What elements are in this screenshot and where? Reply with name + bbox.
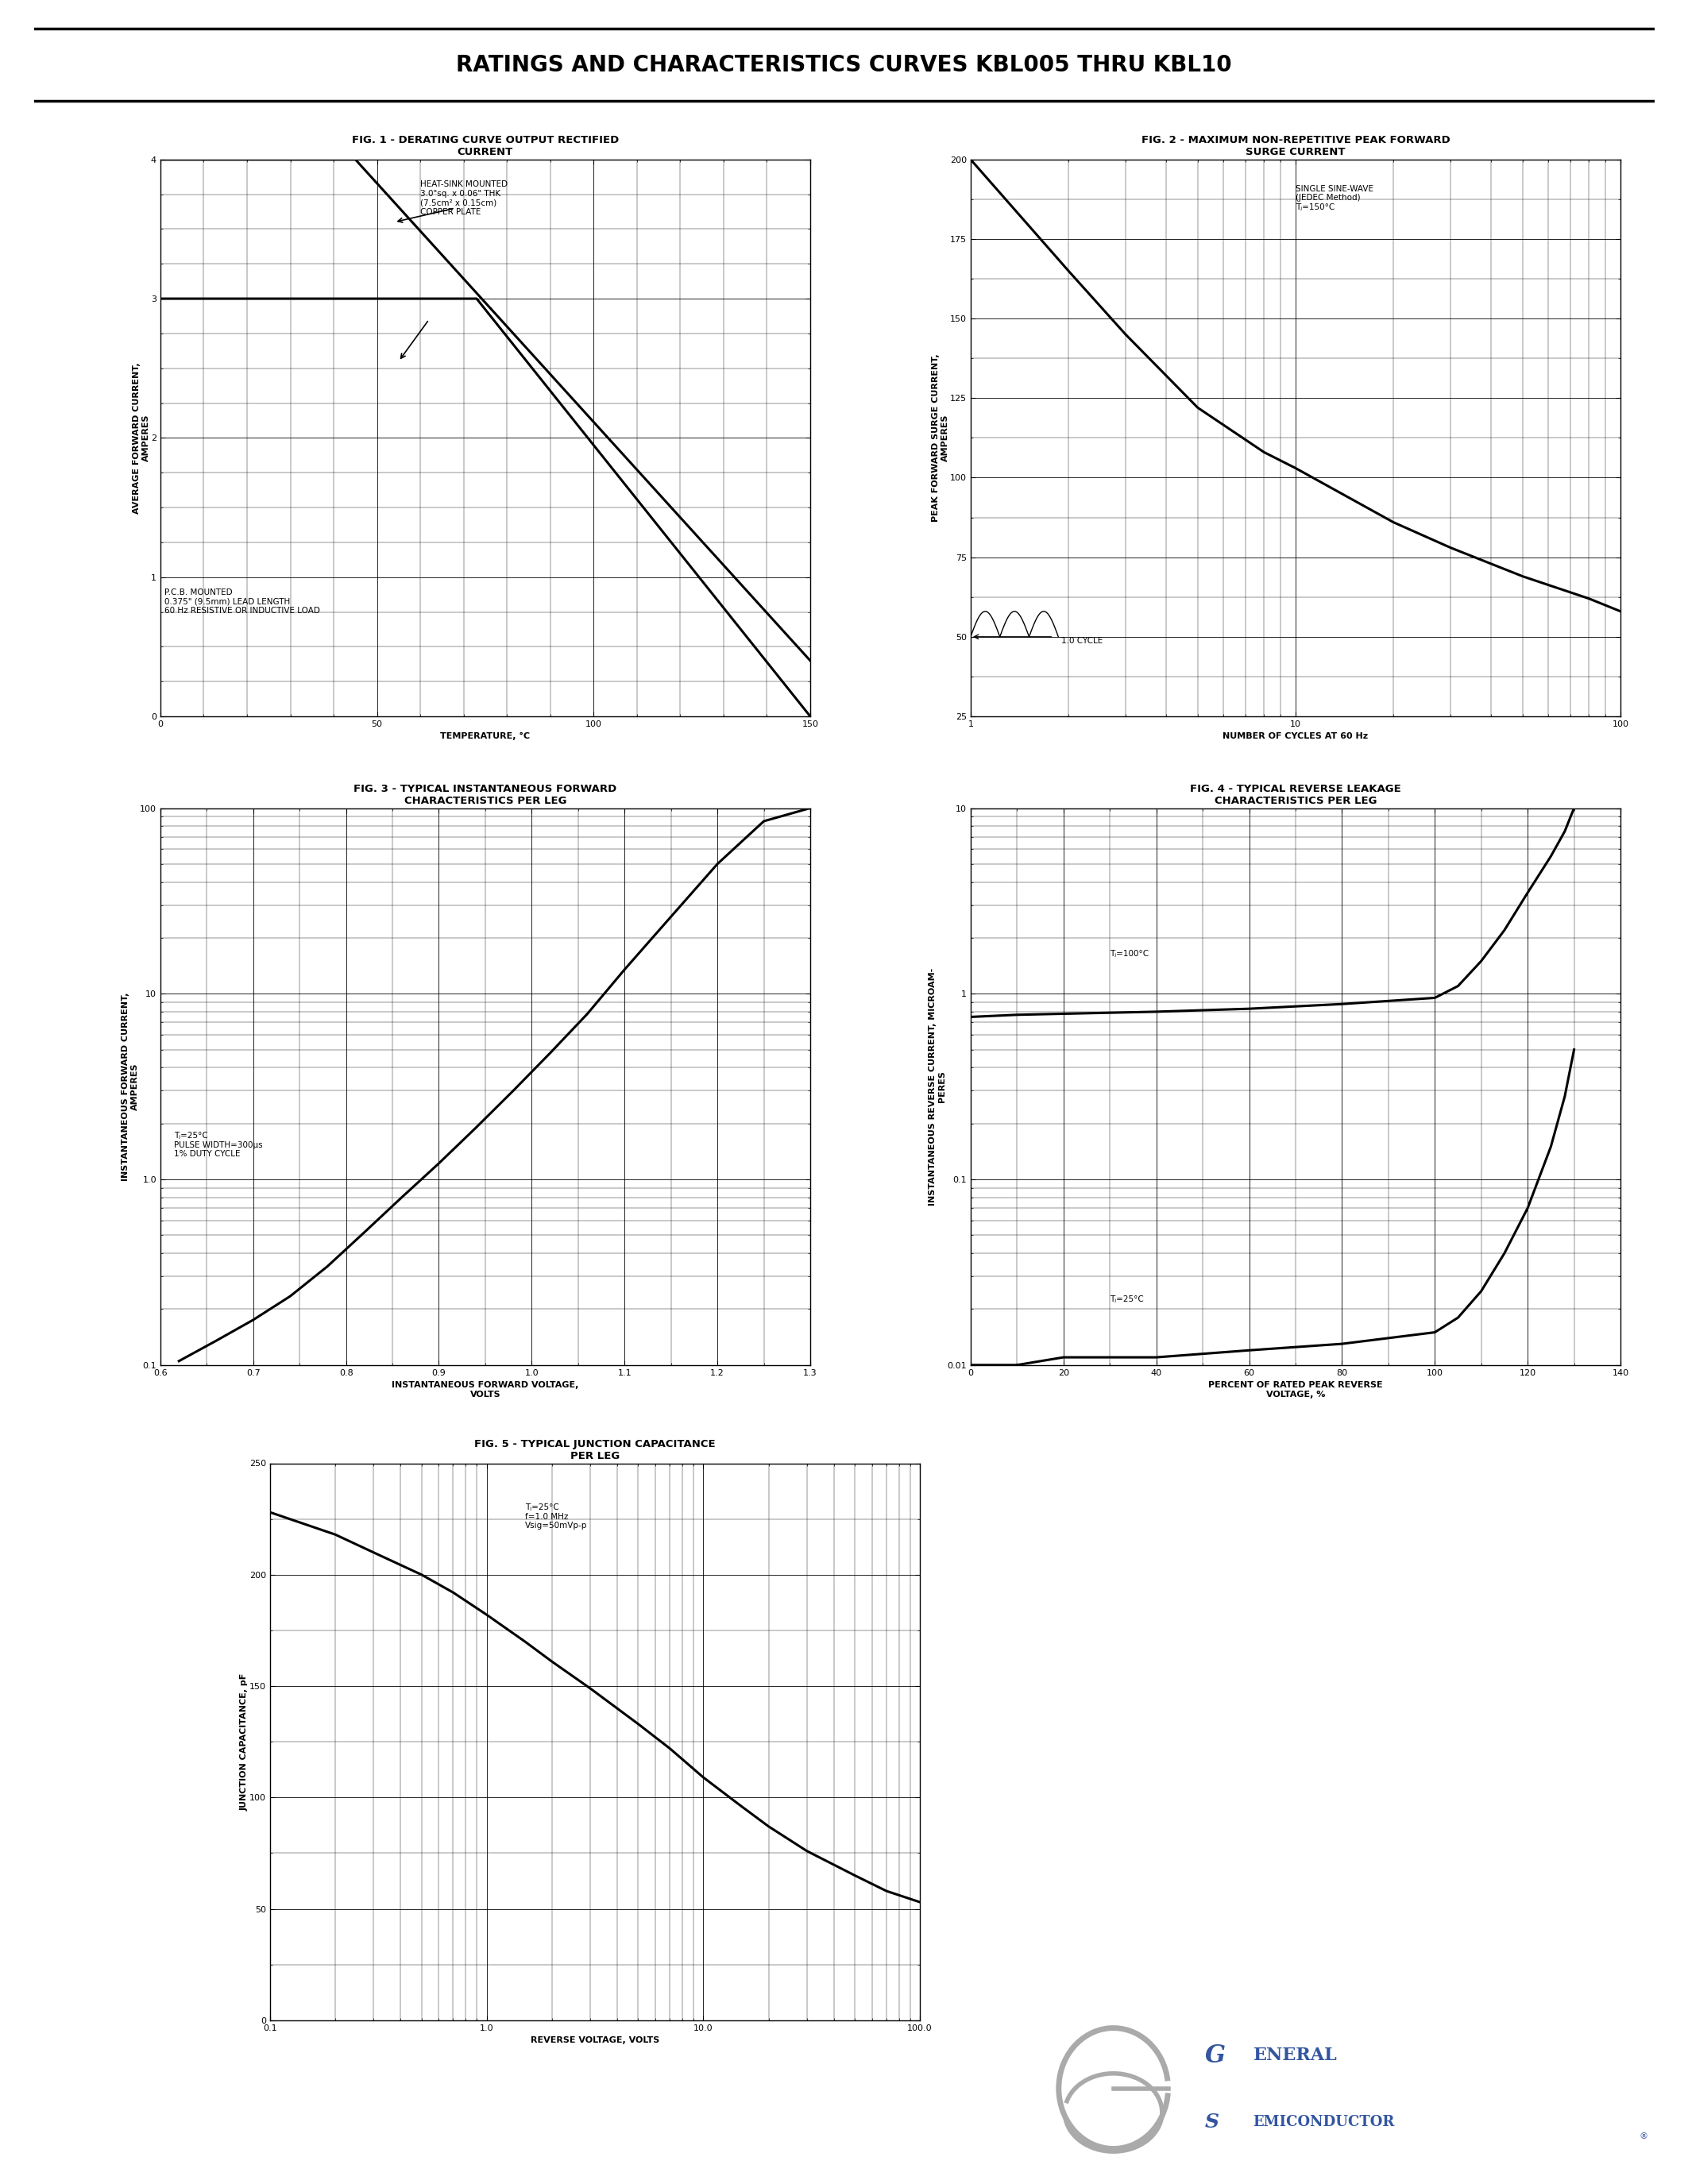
- Text: 1.0 CYCLE: 1.0 CYCLE: [1062, 638, 1102, 644]
- X-axis label: PERCENT OF RATED PEAK REVERSE
VOLTAGE, %: PERCENT OF RATED PEAK REVERSE VOLTAGE, %: [1209, 1380, 1382, 1398]
- Text: HEAT-SINK MOUNTED
3.0"sq. x 0.06" THK
(7.5cm² x 0.15cm)
COPPER PLATE: HEAT-SINK MOUNTED 3.0"sq. x 0.06" THK (7…: [420, 181, 508, 216]
- Text: Tⱼ=100°C: Tⱼ=100°C: [1111, 950, 1150, 957]
- Y-axis label: JUNCTION CAPACITANCE, pF: JUNCTION CAPACITANCE, pF: [240, 1673, 248, 1811]
- X-axis label: NUMBER OF CYCLES AT 60 Hz: NUMBER OF CYCLES AT 60 Hz: [1222, 732, 1369, 740]
- Text: Tⱼ=25°C
f=1.0 MHz
Vsig=50mVp-p: Tⱼ=25°C f=1.0 MHz Vsig=50mVp-p: [525, 1503, 587, 1529]
- Text: SINGLE SINE-WAVE
(JEDEC Method)
Tⱼ=150°C: SINGLE SINE-WAVE (JEDEC Method) Tⱼ=150°C: [1296, 186, 1374, 212]
- Text: G: G: [1205, 2044, 1225, 2068]
- Text: S: S: [1205, 2112, 1219, 2132]
- Title: FIG. 2 - MAXIMUM NON-REPETITIVE PEAK FORWARD
SURGE CURRENT: FIG. 2 - MAXIMUM NON-REPETITIVE PEAK FOR…: [1141, 135, 1450, 157]
- Text: Tⱼ=25°C
PULSE WIDTH=300μs
1% DUTY CYCLE: Tⱼ=25°C PULSE WIDTH=300μs 1% DUTY CYCLE: [174, 1131, 263, 1158]
- Text: Tⱼ=25°C: Tⱼ=25°C: [1111, 1295, 1144, 1304]
- Text: ®: ®: [1639, 2132, 1647, 2140]
- Text: ENERAL: ENERAL: [1252, 2046, 1337, 2064]
- Text: EMICONDUCTOR: EMICONDUCTOR: [1252, 2116, 1394, 2129]
- Title: FIG. 1 - DERATING CURVE OUTPUT RECTIFIED
CURRENT: FIG. 1 - DERATING CURVE OUTPUT RECTIFIED…: [351, 135, 619, 157]
- X-axis label: TEMPERATURE, °C: TEMPERATURE, °C: [441, 732, 530, 740]
- Y-axis label: INSTANTANEOUS REVERSE CURRENT, MICROAM-
PERES: INSTANTANEOUS REVERSE CURRENT, MICROAM- …: [928, 968, 945, 1206]
- Title: FIG. 4 - TYPICAL REVERSE LEAKAGE
CHARACTERISTICS PER LEG: FIG. 4 - TYPICAL REVERSE LEAKAGE CHARACT…: [1190, 784, 1401, 806]
- X-axis label: INSTANTANEOUS FORWARD VOLTAGE,
VOLTS: INSTANTANEOUS FORWARD VOLTAGE, VOLTS: [392, 1380, 579, 1398]
- Title: FIG. 5 - TYPICAL JUNCTION CAPACITANCE
PER LEG: FIG. 5 - TYPICAL JUNCTION CAPACITANCE PE…: [474, 1439, 716, 1461]
- X-axis label: REVERSE VOLTAGE, VOLTS: REVERSE VOLTAGE, VOLTS: [530, 2035, 660, 2044]
- Y-axis label: INSTANTANEOUS FORWARD CURRENT,
AMPERES: INSTANTANEOUS FORWARD CURRENT, AMPERES: [122, 992, 138, 1182]
- Y-axis label: PEAK FORWARD SURGE CURRENT,
AMPERES: PEAK FORWARD SURGE CURRENT, AMPERES: [932, 354, 949, 522]
- Title: FIG. 3 - TYPICAL INSTANTANEOUS FORWARD
CHARACTERISTICS PER LEG: FIG. 3 - TYPICAL INSTANTANEOUS FORWARD C…: [354, 784, 616, 806]
- Y-axis label: AVERAGE FORWARD CURRENT,
AMPERES: AVERAGE FORWARD CURRENT, AMPERES: [133, 363, 150, 513]
- Text: RATINGS AND CHARACTERISTICS CURVES KBL005 THRU KBL10: RATINGS AND CHARACTERISTICS CURVES KBL00…: [456, 55, 1232, 76]
- Text: P.C.B. MOUNTED
0.375" (9.5mm) LEAD LENGTH
60 Hz RESISTIVE OR INDUCTIVE LOAD: P.C.B. MOUNTED 0.375" (9.5mm) LEAD LENGT…: [165, 587, 321, 614]
